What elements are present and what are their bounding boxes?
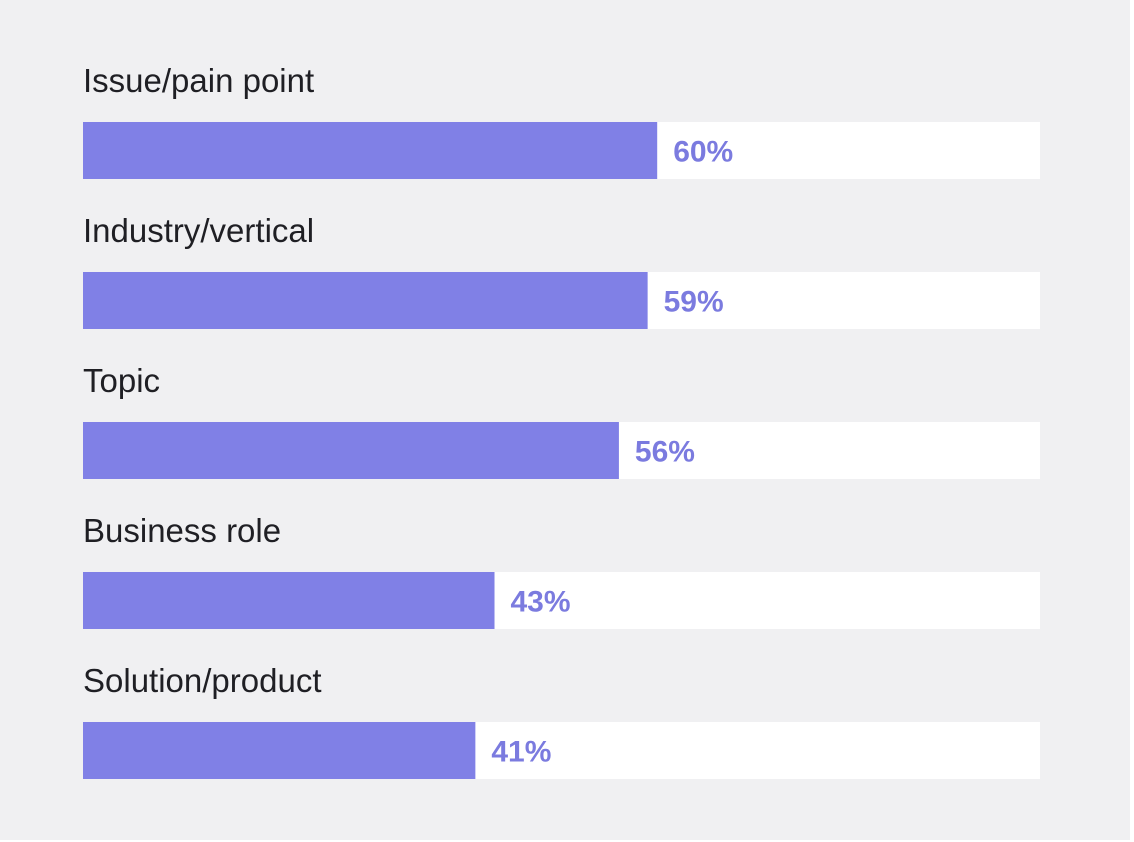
category-label: Issue/pain point bbox=[83, 62, 314, 99]
value-label: 41% bbox=[491, 736, 551, 769]
bar bbox=[83, 722, 476, 779]
value-label: 60% bbox=[673, 136, 733, 169]
category-label: Topic bbox=[83, 362, 160, 399]
bar bbox=[83, 422, 619, 479]
bar bbox=[83, 572, 495, 629]
value-label: 56% bbox=[635, 436, 695, 469]
bar bbox=[83, 122, 658, 179]
category-label: Business role bbox=[83, 512, 281, 549]
bar bbox=[83, 272, 648, 329]
category-label: Industry/vertical bbox=[83, 212, 314, 249]
category-label: Solution/product bbox=[83, 662, 322, 699]
value-label: 59% bbox=[664, 286, 724, 319]
value-label: 43% bbox=[511, 586, 571, 619]
